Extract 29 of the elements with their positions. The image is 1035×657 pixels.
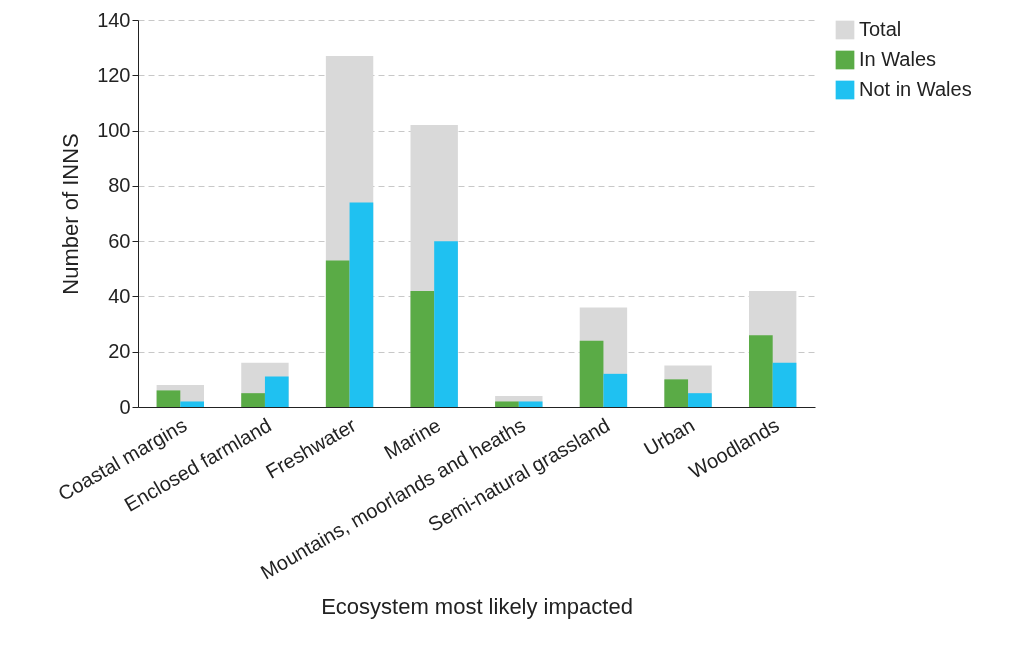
y-tick-label: 100 (97, 119, 131, 142)
bar (603, 373, 628, 407)
y-tick-label: 120 (97, 63, 131, 86)
bar (264, 376, 289, 407)
bar (495, 401, 519, 407)
bar (772, 362, 797, 407)
bar (349, 202, 374, 407)
bar (180, 401, 205, 407)
y-tick-label: 20 (108, 340, 131, 363)
bar (156, 390, 181, 407)
y-tick-label: 80 (108, 174, 131, 197)
x-axis-title: Ecosystem most likely impacted (321, 594, 633, 620)
bar (664, 379, 689, 407)
bar (518, 401, 543, 407)
bar (748, 335, 773, 407)
bar (325, 260, 350, 407)
y-axis-title: Number of INNS (58, 133, 84, 295)
y-tick-label: 40 (108, 284, 131, 307)
legend-label: Not in Wales (859, 78, 972, 100)
bar (434, 241, 458, 407)
bar (579, 340, 604, 407)
bar (241, 393, 265, 407)
y-tick-label: 0 (119, 395, 131, 418)
legend-label: In Wales (859, 48, 937, 70)
y-tick-label: 60 (108, 229, 131, 252)
legend-label: Total (859, 18, 902, 40)
y-tick-label: 140 (97, 8, 131, 31)
bar (688, 393, 712, 407)
bar (410, 290, 435, 407)
